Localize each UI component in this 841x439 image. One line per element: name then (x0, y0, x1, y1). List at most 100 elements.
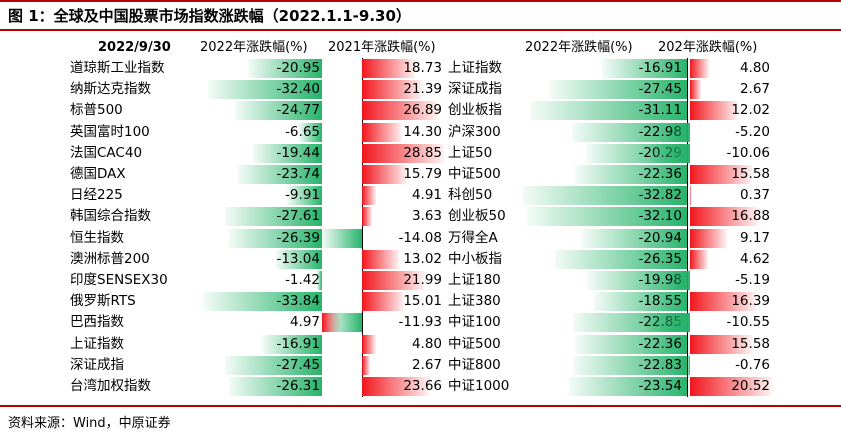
g21-value: 4.91 (411, 187, 442, 204)
c21-bar (690, 249, 709, 269)
china-index-name: 沪深300 (448, 123, 501, 140)
china-index-name: 上证50 (448, 144, 493, 161)
g21-bar (362, 186, 376, 206)
g22-bar (253, 143, 322, 163)
g21-value: -14.08 (398, 229, 442, 246)
g21-bar (362, 101, 439, 121)
c22-bar (522, 186, 687, 206)
g22-value: -13.04 (276, 250, 320, 267)
global-index-name: 韩国综合指数 (70, 208, 151, 225)
g22-value: -9.91 (285, 187, 320, 204)
g21-bar (362, 249, 399, 269)
china-index-name: 中证500 (448, 166, 501, 182)
china-index-name: 上证380 (448, 293, 501, 310)
c21-bar (690, 228, 727, 248)
g22-bar (238, 165, 322, 184)
c21-bar (690, 334, 753, 354)
c22-value: -16.91 (638, 60, 682, 76)
source-rule (0, 405, 841, 407)
c22-value: -22.83 (638, 356, 682, 373)
g22-value: -33.84 (276, 293, 320, 310)
g21-value: 3.63 (411, 208, 442, 225)
china-index-name: 中证500 (448, 335, 501, 352)
c22-bar (555, 249, 687, 269)
g22-value: -1.42 (285, 272, 320, 288)
g21-value: 15.01 (403, 293, 442, 310)
g22-value: -26.31 (276, 378, 320, 394)
c21-bar (690, 101, 739, 121)
g21-value: 15.79 (403, 166, 442, 182)
g21-value: 4.80 (411, 335, 442, 352)
c22-value: -20.94 (638, 229, 682, 246)
c21-value: 15.58 (731, 166, 770, 182)
g22-bar (202, 292, 322, 312)
g22-bar (298, 122, 322, 142)
c22-value: -32.10 (638, 208, 682, 225)
g21-value: 2.67 (411, 356, 442, 373)
g21-bar (362, 377, 429, 396)
c21-bar (690, 377, 773, 396)
c21-value: -0.76 (735, 356, 770, 373)
global-index-name: 英国富时100 (70, 123, 150, 140)
c21-value: 15.58 (731, 335, 770, 352)
g21-value: -11.93 (398, 314, 442, 331)
c21-value: 12.02 (731, 102, 770, 119)
c21-bar (690, 207, 758, 227)
china-index-name: 中证100 (448, 314, 501, 331)
g21-bar (362, 80, 423, 100)
g22-value: -24.77 (276, 102, 320, 119)
axis-global-2021 (362, 58, 363, 398)
g21-bar (362, 143, 444, 163)
global-index-name: 印度SENSEX30 (70, 272, 168, 288)
china-index-name: 上证180 (448, 272, 501, 288)
c22-value: -23.54 (638, 378, 682, 394)
g22-value: -27.45 (276, 356, 320, 373)
c21-value: 4.62 (739, 250, 770, 267)
c22-value: -32.82 (638, 187, 682, 204)
global-index-name: 台湾加权指数 (70, 378, 151, 394)
c21-bar (690, 186, 692, 206)
g22-bar (228, 228, 322, 248)
title-top-rule (0, 0, 841, 2)
c22-bar (594, 292, 687, 312)
g21-bar (362, 207, 373, 227)
g22-value: 4.97 (289, 314, 320, 331)
header-china-2022: 2022年涨跌幅(%) (525, 40, 633, 55)
c22-bar (549, 80, 687, 100)
g21-bar (362, 292, 405, 312)
c21-bar (647, 313, 690, 333)
g21-value: 13.02 (403, 250, 442, 267)
c21-value: 16.88 (731, 208, 770, 225)
title-bottom-rule (0, 29, 841, 31)
g21-bar (362, 59, 415, 78)
c21-value: 16.39 (731, 293, 770, 310)
g22-bar (287, 186, 322, 206)
c21-bar (690, 292, 756, 312)
g22-bar (224, 207, 322, 227)
global-index-name: 恒生指数 (70, 229, 124, 246)
china-index-name: 中证1000 (448, 378, 510, 394)
c21-value: -10.06 (726, 144, 770, 161)
c21-value: 0.37 (739, 187, 770, 204)
c22-value: -26.35 (638, 250, 682, 267)
g22-value: -23.74 (276, 166, 320, 182)
c22-bar (569, 377, 687, 396)
g22-bar (275, 249, 322, 269)
c22-bar (602, 59, 687, 78)
g21-value: 26.89 (403, 102, 442, 119)
chart-title: 图 1：全球及中国股票市场指数涨跌幅（2022.1.1-9.30） (8, 7, 411, 25)
g21-bar (362, 355, 370, 375)
global-index-name: 俄罗斯RTS (70, 293, 136, 310)
c22-bar (572, 122, 687, 142)
c22-bar (575, 334, 687, 354)
g22-bar (225, 355, 322, 375)
global-index-name: 深证成指 (70, 356, 124, 373)
g21-bar (362, 271, 425, 290)
c21-bar (686, 355, 690, 375)
c21-value: -10.55 (726, 314, 770, 331)
c21-value: 20.52 (731, 378, 770, 394)
global-index-name: 巴西指数 (70, 314, 124, 331)
china-index-name: 上证指数 (448, 60, 502, 76)
g22-value: -6.65 (285, 123, 320, 140)
c21-bar (649, 143, 690, 163)
